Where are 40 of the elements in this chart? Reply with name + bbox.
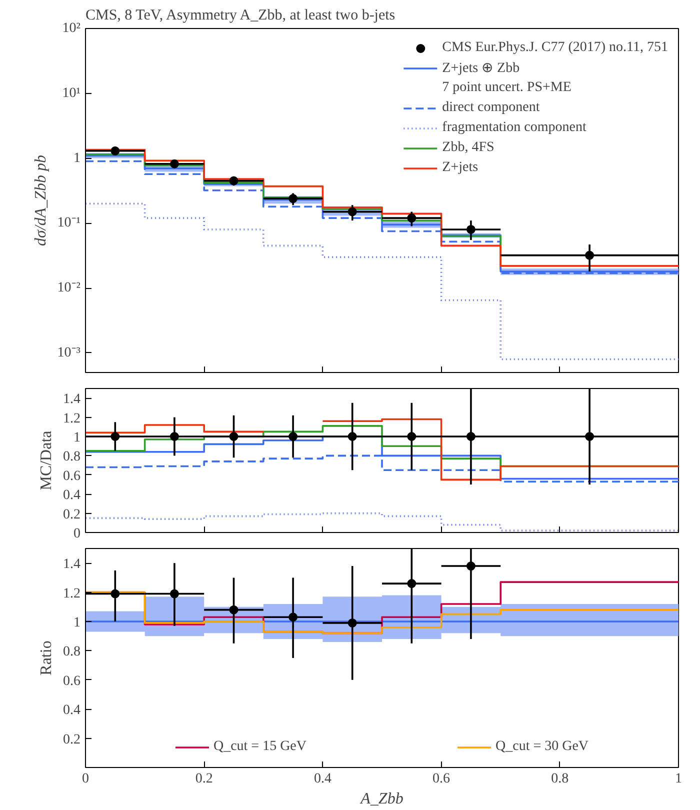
- y-tick-label: 10⁻³: [57, 345, 81, 360]
- x-tick-label: 0.8: [551, 772, 569, 786]
- x-tick-label: 0.2: [195, 772, 213, 786]
- x-axis-title: A_Zbb: [360, 790, 404, 808]
- y-axis-title: MC/Data: [38, 430, 55, 490]
- legend-label: fragmentation component: [442, 119, 586, 137]
- y-tick-label: 1: [74, 150, 80, 166]
- y-tick-label: 10⁻¹: [57, 216, 81, 231]
- legend-label: Q_cut = 30 GeV: [496, 738, 589, 756]
- y-tick-label: 1.4: [63, 392, 80, 408]
- y-tick-label: 10⁻²: [57, 280, 81, 296]
- y-tick-label: 0: [74, 526, 80, 542]
- y-tick-label: 1.4: [63, 557, 80, 572]
- y-tick-label: 0.2: [63, 507, 80, 522]
- y-axis-title: dσ/dA_Zbb pb: [32, 154, 50, 246]
- y-tick-label: 1.2: [63, 411, 80, 426]
- y-tick-label: 1: [74, 616, 80, 630]
- y-tick-label: 0.8: [63, 450, 80, 465]
- legend-label: direct component: [442, 99, 540, 117]
- legend-label: Zbb, 4FS: [442, 139, 494, 157]
- legend-label: Z+jets: [442, 159, 478, 177]
- y-tick-label: 0.6: [63, 468, 80, 484]
- y-tick-label: 0.2: [63, 732, 80, 748]
- y-tick-label: 0.8: [63, 644, 80, 660]
- x-tick-label: 1: [675, 772, 682, 786]
- y-tick-label: 0.6: [63, 674, 80, 689]
- y-axis-title: Ratio: [38, 640, 55, 676]
- y-tick-label: 10²: [62, 21, 81, 36]
- y-tick-label: 0.4: [63, 703, 80, 718]
- y-tick-label: 1.2: [63, 586, 80, 602]
- y-tick-label: 0.4: [63, 488, 80, 504]
- y-tick-label: 1: [74, 430, 80, 446]
- x-tick-label: 0.6: [432, 772, 450, 786]
- x-tick-label: 0.4: [314, 772, 332, 786]
- y-tick-label: 10¹: [62, 86, 81, 101]
- legend-label: Z+jets ⊕ Zbb: [442, 60, 520, 77]
- legend-label: CMS Eur.Phys.J. C77 (2017) no.11, 751: [442, 39, 668, 57]
- chart-title: CMS, 8 TeV, Asymmetry A_Zbb, at least two b-jets: [86, 8, 396, 24]
- annotation: 7 point uncert. PS+ME: [442, 79, 572, 97]
- legend-label: Q_cut = 15 GeV: [213, 738, 306, 756]
